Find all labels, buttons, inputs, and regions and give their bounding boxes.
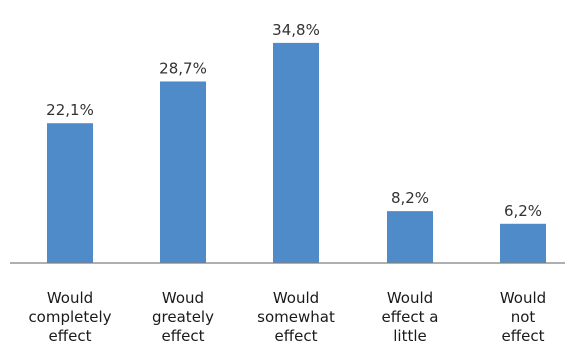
category-label-line: little — [393, 327, 427, 345]
category-label-2: Woud greately effect — [152, 289, 214, 345]
bar-2 — [160, 81, 206, 263]
category-label-5: Would not effect — [500, 289, 546, 345]
data-label-5: 6,2% — [504, 202, 542, 220]
bar-1 — [47, 123, 93, 263]
data-label-2: 28,7% — [159, 59, 207, 77]
bar-5 — [500, 223, 546, 263]
data-label-3: 34,8% — [272, 21, 320, 39]
data-label-1: 22,1% — [46, 101, 94, 119]
category-label-3: Would somewhat effect — [257, 289, 335, 345]
category-label-line: somewhat — [257, 308, 335, 326]
category-label-line: Would — [47, 289, 93, 307]
category-label-line: effect — [275, 327, 318, 345]
category-label-line: completely — [28, 308, 111, 326]
category-label-line: Woud — [162, 289, 204, 307]
value-labels-group: 22,1% 28,7% 34,8% 8,2% 6,2% — [46, 21, 542, 220]
bar-3 — [273, 42, 319, 263]
bar-4 — [387, 211, 433, 263]
category-label-line: effect — [502, 327, 545, 345]
category-label-line: greately — [152, 308, 214, 326]
data-label-4: 8,2% — [391, 189, 429, 207]
category-label-line: Would — [387, 289, 433, 307]
category-label-line: Would — [273, 289, 319, 307]
category-label-line: not — [511, 308, 536, 326]
category-label-1: Would completely effect — [28, 289, 111, 345]
category-label-line: effect a — [382, 308, 439, 326]
category-label-line: Would — [500, 289, 546, 307]
category-label-4: Would effect a little — [382, 289, 439, 345]
category-label-line: effect — [49, 327, 92, 345]
bars-group — [47, 42, 546, 263]
category-label-line: effect — [162, 327, 205, 345]
